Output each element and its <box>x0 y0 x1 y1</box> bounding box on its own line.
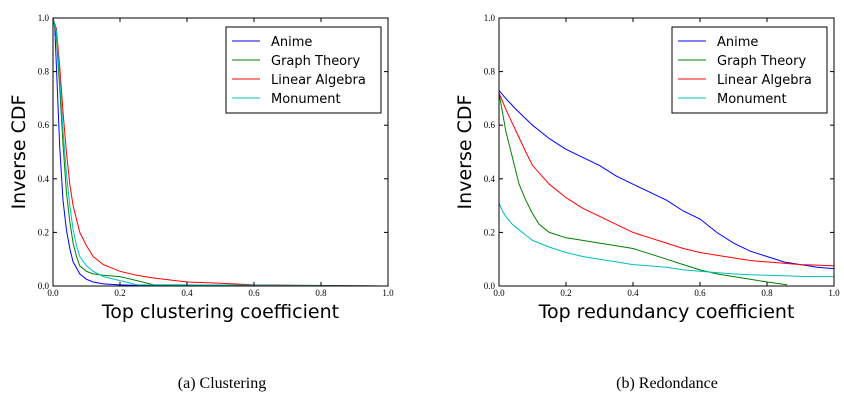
legend: Anime Graph Theory Linear Algebra Monument <box>671 26 828 114</box>
y-tick-label: 0.0 <box>484 281 496 291</box>
x-axis-label: Top clustering coefficient <box>101 301 339 323</box>
y-axis-label: Inverse CDF <box>8 95 30 210</box>
series-line-linear-algebra <box>52 17 389 287</box>
y-tick-label: 0.2 <box>38 227 49 237</box>
y-tick-label: 0.2 <box>484 227 495 237</box>
y-tick-label: 1.0 <box>38 13 50 23</box>
y-tick-label: 1.0 <box>484 13 496 23</box>
x-tick-label: 0.4 <box>181 288 193 298</box>
y-axis-label: Inverse CDF <box>454 95 476 210</box>
legend-entry: Monument <box>271 92 341 107</box>
legend-entry: Graph Theory <box>271 54 360 69</box>
series-line-anime <box>498 90 835 270</box>
figure-caption: (b) Redondance <box>616 375 718 392</box>
y-tick-label: 0.4 <box>38 174 50 184</box>
x-tick-label: 0.6 <box>694 288 706 298</box>
series-line-linear-algebra <box>498 92 835 267</box>
x-tick-label: 0.8 <box>315 288 327 298</box>
chart-panel-2: 0.0 0.2 0.4 0.6 0.8 1.0 0.0 0.2 0.4 0.6 0.8 1.0 Top … <box>454 13 840 392</box>
x-tick-label: 0.6 <box>248 288 260 298</box>
x-tick-label: 1.0 <box>382 288 394 298</box>
plot-frame <box>52 17 389 287</box>
x-tick-label: 0.4 <box>627 288 639 298</box>
plot-frame <box>498 17 835 287</box>
chart-panel-1: 0.0 0.2 0.4 0.6 0.8 1.0 0.0 0.2 0.4 0.6 0.8 1.0 Top … <box>8 13 394 392</box>
y-tick-label: 0.4 <box>484 174 496 184</box>
series-line-monument <box>52 17 389 287</box>
x-axis-label: Top redundancy coefficient <box>538 301 795 323</box>
series-line-anime <box>52 17 389 287</box>
y-tick-label: 0.6 <box>484 120 496 130</box>
legend-entry: Graph Theory <box>717 54 806 69</box>
x-tick-label: 0.8 <box>761 288 773 298</box>
x-tick-label: 1.0 <box>828 288 840 298</box>
y-tick-label: 0.6 <box>38 120 50 130</box>
y-tick-label: 0.8 <box>38 67 50 77</box>
legend-entry: Anime <box>717 35 758 50</box>
y-tick-label: 0.0 <box>38 281 50 291</box>
legend: Anime Graph Theory Linear Algebra Monument <box>225 26 382 114</box>
series-line-graph-theory <box>498 92 788 286</box>
legend-entry: Linear Algebra <box>717 73 812 88</box>
y-tick-label: 0.8 <box>484 67 496 77</box>
figure-caption: (a) Clustering <box>178 375 266 392</box>
legend-entry: Linear Algebra <box>271 73 366 88</box>
series-line-monument <box>498 202 834 278</box>
x-tick-label: 0.0 <box>493 288 505 298</box>
series-line-graph-theory <box>52 17 389 287</box>
legend-entry: Monument <box>717 92 787 107</box>
x-tick-label: 0.0 <box>47 288 59 298</box>
legend-entry: Anime <box>271 35 312 50</box>
x-tick-label: 0.2 <box>114 288 125 298</box>
x-tick-label: 0.2 <box>560 288 571 298</box>
